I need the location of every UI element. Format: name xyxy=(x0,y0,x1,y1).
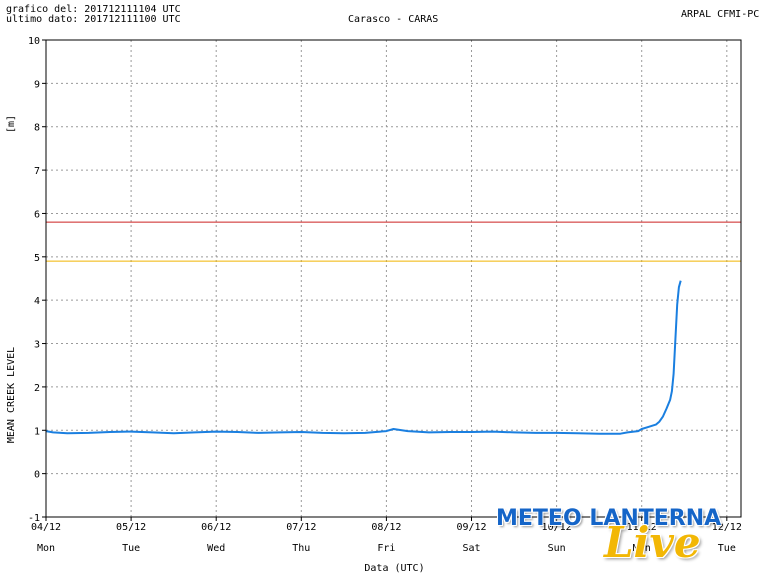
x-tick-label-date: 12/12 xyxy=(712,522,742,533)
x-tick-label-date: 04/12 xyxy=(31,522,61,533)
y-tick-label: 10 xyxy=(28,36,40,47)
header-source: ARPAL CFMI-PC xyxy=(681,9,760,20)
watermark-brand: METEO LANTERNA xyxy=(496,506,722,531)
y-axis-label: MEAN CREEK LEVEL xyxy=(6,347,17,443)
x-tick-label-day: Wed xyxy=(207,543,225,554)
y-tick-label: -1 xyxy=(28,513,40,524)
x-tick-label-day: Tue xyxy=(718,543,736,554)
plot-frame xyxy=(45,39,742,518)
y-tick-label: 0 xyxy=(34,470,40,481)
x-tick-label-date: 05/12 xyxy=(116,522,146,533)
x-tick-label-day: Tue xyxy=(122,543,140,554)
x-tick-label-date: 07/12 xyxy=(286,522,316,533)
header-ultimo-dato: ultimo dato: 201712111100 UTC xyxy=(6,14,181,25)
y-tick-label: 9 xyxy=(34,79,40,90)
x-tick-label-day: Mon xyxy=(37,543,55,554)
y-tick-label: 2 xyxy=(34,383,40,394)
x-tick-label-date: 09/12 xyxy=(456,522,486,533)
x-tick-label-day: Fri xyxy=(377,543,395,554)
watermark: METEO LANTERNA Live xyxy=(492,500,762,572)
series-line xyxy=(45,280,682,435)
y-tick-label: 3 xyxy=(34,340,40,351)
plot-area xyxy=(46,40,741,517)
x-tick-label-day: Thu xyxy=(292,543,310,554)
header-station: Carasco - CARAS xyxy=(348,14,439,25)
x-tick-label-day: Mon xyxy=(633,543,651,554)
x-tick-label-date: 10/12 xyxy=(542,522,572,533)
x-tick-label-date: 06/12 xyxy=(201,522,231,533)
x-tick-label-date: 11/12 xyxy=(627,522,657,533)
y-axis-unit: [m] xyxy=(6,115,17,133)
y-tick-label: 6 xyxy=(34,209,40,220)
x-axis-label: Data (UTC) xyxy=(364,563,424,574)
y-tick-label: 7 xyxy=(34,166,40,177)
header-grafico-del: grafico del: 201712111104 UTC xyxy=(6,4,181,15)
watermark-live: Live xyxy=(604,518,701,567)
x-tick-label-day: Sat xyxy=(462,543,480,554)
y-tick-label: 8 xyxy=(34,123,40,134)
y-tick-label: 4 xyxy=(34,296,40,307)
x-tick-label-date: 08/12 xyxy=(371,522,401,533)
y-tick-label: 1 xyxy=(34,426,40,437)
x-tick-label-day: Sun xyxy=(548,543,566,554)
y-tick-label: 5 xyxy=(34,253,40,264)
